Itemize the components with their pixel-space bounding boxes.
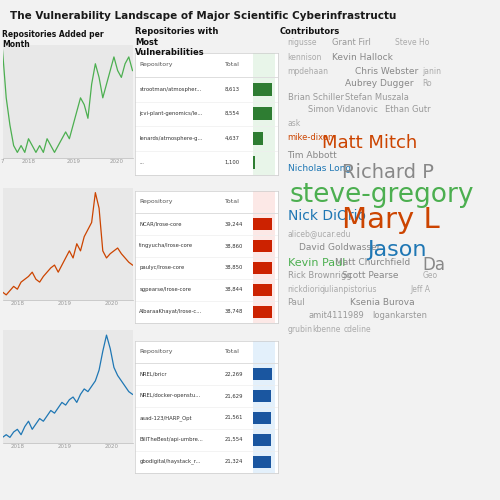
Text: Jeff A: Jeff A bbox=[410, 284, 430, 294]
Text: grubin: grubin bbox=[288, 326, 312, 334]
Text: Repository: Repository bbox=[140, 62, 173, 67]
Text: nickdiorio: nickdiorio bbox=[288, 284, 325, 294]
Text: The Vulnerability Landscape of Major Scientific Cyberinfrastructu: The Vulnerability Landscape of Major Sci… bbox=[10, 11, 396, 21]
Text: 8,554: 8,554 bbox=[225, 112, 240, 116]
Bar bbox=[252, 284, 272, 296]
Text: Contributors: Contributors bbox=[280, 28, 340, 36]
Text: Nick DiOrio: Nick DiOrio bbox=[288, 209, 366, 223]
Text: Nicholas Long: Nicholas Long bbox=[288, 164, 350, 173]
Text: 21,629: 21,629 bbox=[225, 394, 244, 398]
Text: kbenne: kbenne bbox=[312, 326, 341, 334]
Text: Matt Churchfield: Matt Churchfield bbox=[335, 258, 410, 267]
Text: Da: Da bbox=[422, 256, 446, 274]
Text: kennison: kennison bbox=[288, 53, 322, 62]
Text: janin: janin bbox=[422, 66, 442, 76]
Text: Repository: Repository bbox=[140, 350, 173, 354]
Text: Brian Schiller: Brian Schiller bbox=[288, 92, 344, 102]
Text: Total: Total bbox=[225, 62, 240, 67]
Text: gbodigital/haystack_r...: gbodigital/haystack_r... bbox=[140, 458, 200, 464]
Text: Scott Pearse: Scott Pearse bbox=[342, 272, 399, 280]
Text: AlbaraaKhayat/lrose-c...: AlbaraaKhayat/lrose-c... bbox=[140, 309, 202, 314]
Text: ask: ask bbox=[288, 120, 301, 128]
Text: sgpearse/lrose-core: sgpearse/lrose-core bbox=[140, 287, 192, 292]
Bar bbox=[252, 262, 272, 274]
Text: Grant Firl: Grant Firl bbox=[332, 38, 372, 47]
Text: nigusse: nigusse bbox=[288, 38, 317, 47]
Text: Mary L: Mary L bbox=[342, 206, 440, 234]
Text: Paul: Paul bbox=[288, 298, 305, 307]
Text: asad-123/HARP_Opt: asad-123/HARP_Opt bbox=[140, 415, 192, 420]
Text: Kevin Paul: Kevin Paul bbox=[288, 258, 345, 268]
Text: 21,324: 21,324 bbox=[225, 459, 243, 464]
Text: 38,860: 38,860 bbox=[225, 244, 243, 248]
Bar bbox=[252, 240, 272, 252]
Bar bbox=[252, 368, 272, 380]
Bar bbox=[252, 82, 272, 96]
Text: Simon Vidanovic: Simon Vidanovic bbox=[308, 106, 378, 114]
Text: Rick Brownrigg: Rick Brownrigg bbox=[288, 272, 351, 280]
Text: Tim Abbott: Tim Abbott bbox=[288, 150, 337, 160]
Text: Richard P: Richard P bbox=[342, 163, 434, 182]
Text: jcvi-plant-genomics/le...: jcvi-plant-genomics/le... bbox=[140, 112, 202, 116]
Text: NCAR/lrose-core: NCAR/lrose-core bbox=[140, 222, 182, 226]
Bar bbox=[252, 132, 263, 145]
Bar bbox=[252, 341, 276, 472]
Text: tingyucha/lrose-core: tingyucha/lrose-core bbox=[140, 244, 194, 248]
Text: julianpistorius: julianpistorius bbox=[322, 284, 377, 294]
Text: Total: Total bbox=[225, 200, 240, 204]
Text: NREL/bricr: NREL/bricr bbox=[140, 372, 167, 376]
Text: Aubrey Dugger: Aubrey Dugger bbox=[345, 80, 414, 88]
Text: NREL/docker-openstu...: NREL/docker-openstu... bbox=[140, 394, 200, 398]
Text: Ethan Gutr: Ethan Gutr bbox=[385, 106, 430, 114]
Text: mpdehaan: mpdehaan bbox=[288, 66, 329, 76]
Text: Steve Ho: Steve Ho bbox=[395, 38, 430, 47]
Text: Repositories Added per
Month: Repositories Added per Month bbox=[2, 30, 104, 50]
Text: 21,561: 21,561 bbox=[225, 415, 244, 420]
Text: Chris Webster: Chris Webster bbox=[355, 66, 418, 76]
Text: Matt Mitch: Matt Mitch bbox=[322, 134, 418, 152]
Text: David Goldwasser: David Goldwasser bbox=[299, 243, 380, 252]
Text: 38,844: 38,844 bbox=[225, 287, 243, 292]
Text: Ksenia Burova: Ksenia Burova bbox=[350, 298, 414, 307]
Bar bbox=[252, 218, 272, 230]
Text: logankarsten: logankarsten bbox=[372, 312, 428, 320]
Text: ...: ... bbox=[140, 160, 144, 165]
Bar bbox=[252, 412, 272, 424]
Text: Repository: Repository bbox=[140, 200, 173, 204]
Bar bbox=[252, 156, 255, 170]
Text: strootman/atmospher...: strootman/atmospher... bbox=[140, 87, 202, 92]
Text: steve-gregory: steve-gregory bbox=[290, 182, 474, 208]
Text: Jason: Jason bbox=[368, 240, 427, 260]
Text: Repositories with
Most
Vulnerabilities: Repositories with Most Vulnerabilities bbox=[135, 28, 218, 58]
Bar bbox=[252, 456, 271, 468]
Text: Kevin Hallock: Kevin Hallock bbox=[332, 53, 394, 62]
Bar bbox=[252, 390, 272, 402]
Text: cdeline: cdeline bbox=[344, 326, 372, 334]
Text: Geo: Geo bbox=[422, 272, 438, 280]
Text: 38,748: 38,748 bbox=[225, 309, 243, 314]
Text: Total: Total bbox=[225, 350, 240, 354]
Text: 4,637: 4,637 bbox=[225, 136, 240, 141]
Bar bbox=[252, 107, 272, 120]
Bar bbox=[252, 306, 272, 318]
Text: BillTheBest/api-umbre...: BillTheBest/api-umbre... bbox=[140, 437, 203, 442]
Text: paulyc/lrose-core: paulyc/lrose-core bbox=[140, 265, 184, 270]
Text: aliceb@ucar.edu: aliceb@ucar.edu bbox=[288, 230, 351, 238]
Bar bbox=[252, 191, 276, 322]
Text: amit4111989: amit4111989 bbox=[308, 312, 364, 320]
Text: 39,244: 39,244 bbox=[225, 222, 243, 226]
Text: lenards/atmosphere-g...: lenards/atmosphere-g... bbox=[140, 136, 202, 141]
Text: 22,269: 22,269 bbox=[225, 372, 244, 376]
Text: mike-dixon: mike-dixon bbox=[288, 134, 334, 142]
Text: 38,850: 38,850 bbox=[225, 265, 243, 270]
Text: Ro: Ro bbox=[422, 80, 432, 88]
Bar bbox=[252, 434, 272, 446]
Text: Stefan Muszala: Stefan Muszala bbox=[345, 92, 409, 102]
Text: 8,613: 8,613 bbox=[225, 87, 240, 92]
Text: 1,100: 1,100 bbox=[225, 160, 240, 165]
Bar bbox=[252, 52, 276, 175]
Text: 21,554: 21,554 bbox=[225, 437, 244, 442]
